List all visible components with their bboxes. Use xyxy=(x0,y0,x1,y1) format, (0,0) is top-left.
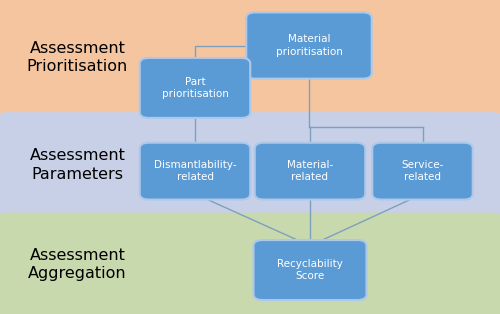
Text: Material
prioritisation: Material prioritisation xyxy=(276,34,342,57)
Text: Material-
related: Material- related xyxy=(287,160,333,182)
FancyBboxPatch shape xyxy=(254,143,365,200)
FancyBboxPatch shape xyxy=(254,240,366,300)
Text: Assessment
Prioritisation: Assessment Prioritisation xyxy=(27,41,128,74)
FancyBboxPatch shape xyxy=(140,143,250,200)
FancyBboxPatch shape xyxy=(372,143,473,200)
Text: Assessment
Parameters: Assessment Parameters xyxy=(30,148,126,182)
FancyBboxPatch shape xyxy=(0,112,500,218)
Text: Part
prioritisation: Part prioritisation xyxy=(162,77,228,99)
FancyBboxPatch shape xyxy=(0,0,500,117)
Text: Assessment
Aggregation: Assessment Aggregation xyxy=(28,248,127,281)
Text: Recyclability
Score: Recyclability Score xyxy=(277,259,343,281)
Text: Dismantlability-
related: Dismantlability- related xyxy=(154,160,236,182)
FancyBboxPatch shape xyxy=(0,213,500,314)
FancyBboxPatch shape xyxy=(140,58,250,118)
FancyBboxPatch shape xyxy=(246,12,372,78)
Text: Service-
related: Service- related xyxy=(402,160,444,182)
